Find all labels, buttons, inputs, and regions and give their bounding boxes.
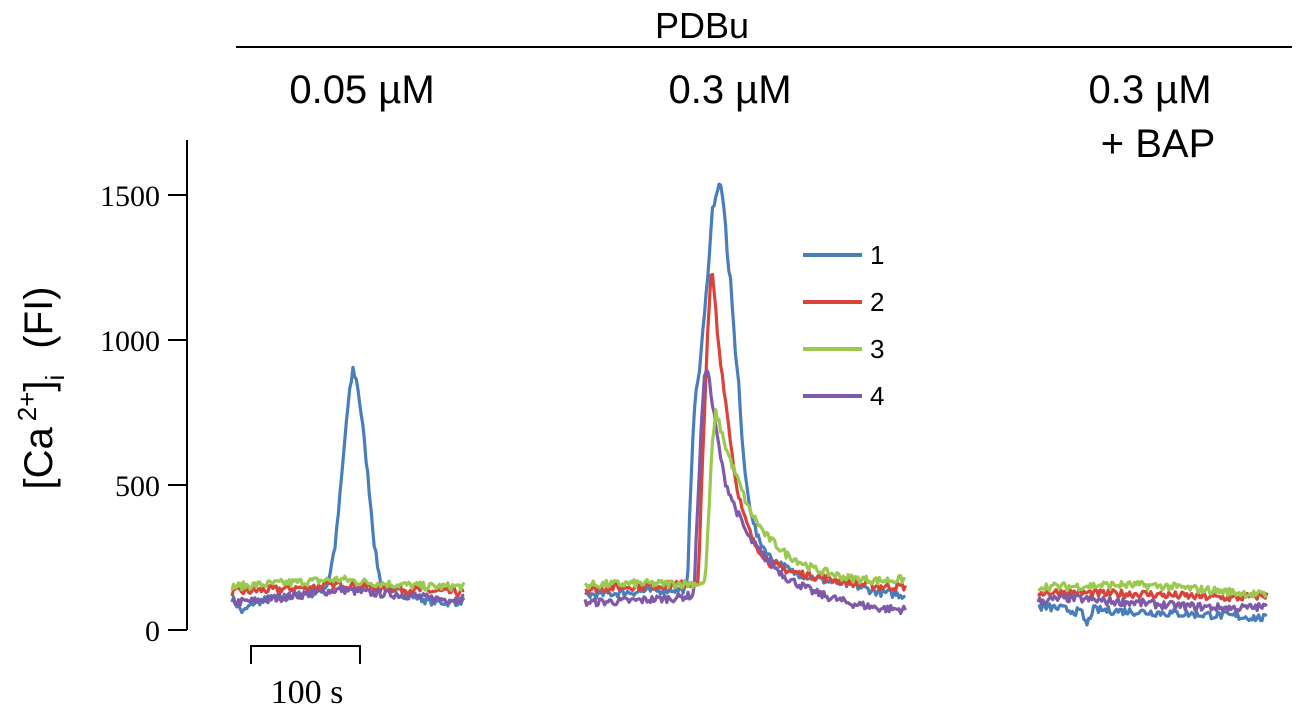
trace-panel-1-series-3 xyxy=(230,574,466,592)
trace-panel-2-series-2 xyxy=(584,272,907,595)
panel-label-2: 0.3 µM xyxy=(668,68,791,112)
y-tick-label-3: 1500 xyxy=(100,180,160,213)
trace-panel-1-series-1 xyxy=(230,365,466,615)
y-tick-label-2: 1000 xyxy=(100,325,160,358)
trace-panel-2-series-3 xyxy=(583,408,906,591)
trace-area xyxy=(230,182,1269,627)
y-axis-label: [Ca 2+]i (FI) xyxy=(12,287,70,490)
y-tick-label-1: 500 xyxy=(115,470,160,503)
y-axis: 0 500 1000 1500 xyxy=(100,140,188,648)
svg-text:[Ca2+]i(FI): [Ca 2+]i (FI) xyxy=(12,287,70,490)
legend-label-4: 4 xyxy=(870,381,884,411)
trace-panel-2-series-1 xyxy=(584,182,906,600)
scale-bar-bracket xyxy=(250,645,361,664)
time-scale-bar: 100 s xyxy=(250,645,361,711)
panel-1-traces xyxy=(230,365,466,615)
trace-panel-3-series-1 xyxy=(1037,602,1268,627)
legend-label-3: 3 xyxy=(870,334,884,364)
panel-3-traces xyxy=(1036,579,1269,627)
y-label-unit: (FI) xyxy=(17,287,61,349)
y-tick-label-0: 0 xyxy=(145,615,160,648)
y-label-bracket: ] xyxy=(17,380,61,391)
trace-panel-3-series-3 xyxy=(1037,579,1267,599)
y-label-superscript: 2+ xyxy=(12,392,42,422)
y-label-subscript: i xyxy=(40,375,70,381)
panel-label-3: 0.3 µM xyxy=(1088,68,1211,112)
panel-2-traces xyxy=(583,182,907,616)
panel-label-3-line2: + BAP xyxy=(1101,122,1216,166)
legend: 1 2 3 4 xyxy=(803,240,884,411)
trace-panel-2-series-4 xyxy=(583,369,907,616)
legend-label-1: 1 xyxy=(870,240,884,270)
scale-bar-label: 100 s xyxy=(271,674,344,711)
trace-panel-3-series-4 xyxy=(1036,592,1268,614)
panel-label-1: 0.05 µM xyxy=(289,68,434,112)
y-label-main: [Ca xyxy=(17,427,61,490)
trace-panel-1-series-4 xyxy=(231,584,465,607)
drug-label: PDBu xyxy=(655,5,749,46)
legend-label-2: 2 xyxy=(870,287,884,317)
